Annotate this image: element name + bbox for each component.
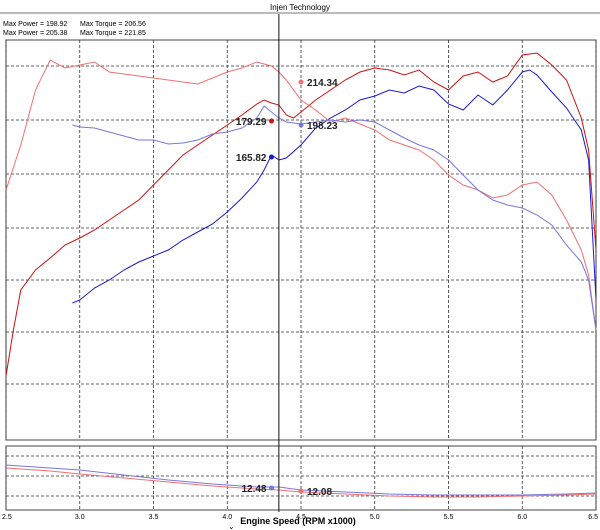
x-tick-label: 5.0	[370, 514, 380, 521]
x-axis-label: Engine Speed (RPM x1000)	[240, 516, 356, 526]
marker-label-0: 214.34	[307, 78, 338, 89]
x-tick-label: 6.5	[588, 514, 598, 521]
marker-dot-4	[269, 485, 274, 491]
series-line-0	[5, 52, 597, 377]
stat-max-torque-2: Max Torque = 221.85	[80, 30, 146, 37]
marker-label-2: 198.23	[307, 121, 338, 132]
marker-dot-2	[298, 122, 304, 128]
stat-max-torque-1: Max Torque = 206.56	[80, 21, 146, 28]
x-tick-label: 4.0	[222, 514, 232, 521]
marker-label-5: 12.08	[307, 487, 332, 498]
series-line-3	[72, 105, 597, 331]
x-axis-arrow-icon: ⌄	[228, 522, 235, 530]
marker-label-3: 165.82	[236, 153, 267, 164]
stat-max-power-1: Max Power = 198.92	[3, 21, 68, 28]
x-tick-label: 6.0	[517, 514, 527, 521]
grid-lines	[5, 40, 597, 510]
x-tick-label: 3.0	[75, 514, 85, 521]
stat-max-power-2: Max Power = 205.38	[3, 30, 68, 37]
marker-label-1: 179.29	[236, 117, 267, 128]
series-line-1	[72, 69, 597, 304]
marker-dot-0	[298, 79, 304, 85]
series-group	[5, 52, 597, 498]
series-line-4	[5, 464, 597, 496]
x-tick-labels: 2.5 3.0 3.5 4.0 4.5 5.0 5.5 6.0 6.5	[2, 514, 598, 521]
x-tick-label: 3.5	[149, 514, 159, 521]
x-tick-label: 2.5	[2, 514, 12, 521]
marker-label-4: 12.48	[241, 484, 266, 495]
marker-dot-1	[269, 118, 274, 124]
series-line-2	[5, 59, 597, 331]
marker-dot-5	[298, 488, 304, 494]
marker-dot-3	[269, 154, 274, 160]
chart-title: Injen Technology	[270, 3, 330, 12]
x-tick-label: 5.5	[444, 514, 454, 521]
marker-group: 214.34 179.29 198.23 165.82 12.48 12.08	[236, 78, 338, 498]
x-tick-label: 4.5	[296, 514, 306, 521]
series-line-5	[5, 467, 597, 498]
